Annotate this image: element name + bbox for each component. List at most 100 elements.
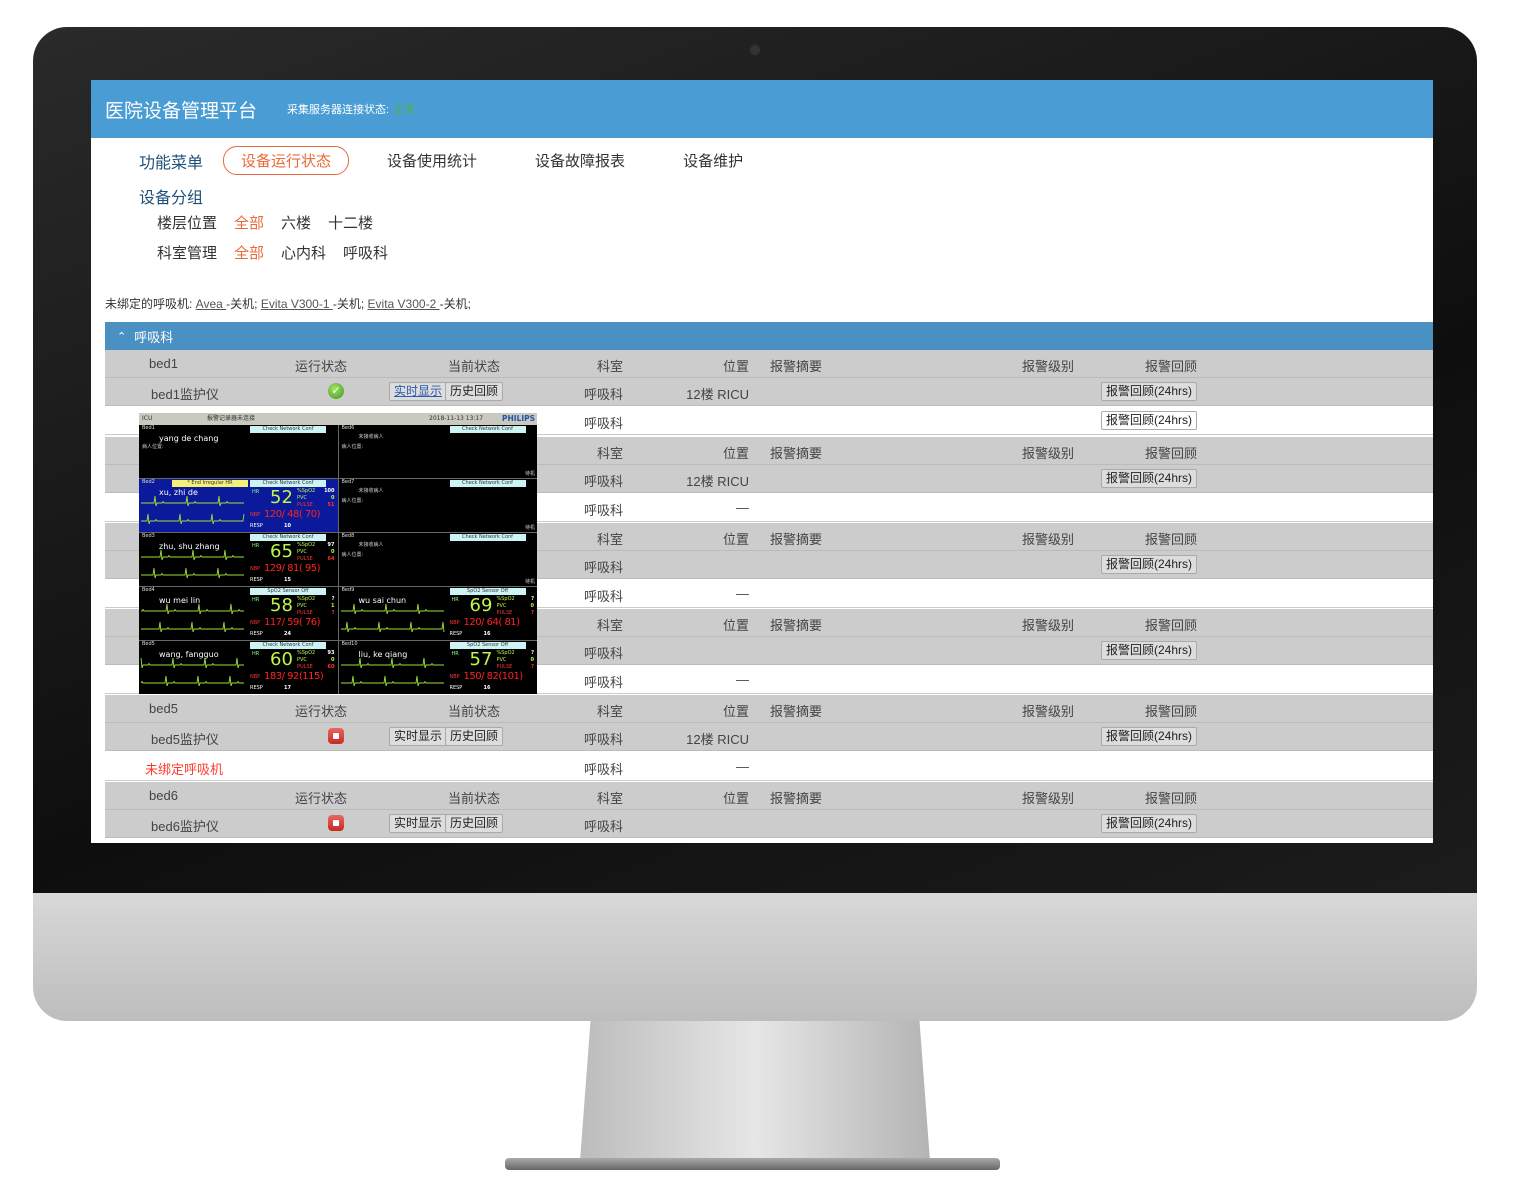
pvc-value: 0 — [331, 495, 335, 501]
position-value: — — [736, 759, 749, 774]
alarm-review-button[interactable]: 报警回顾(24hrs) — [1100, 641, 1197, 660]
function-menu: 功能菜单 设备运行状态 设备使用统计 设备故障报表 设备维护 — [139, 146, 801, 175]
dept-value: 呼吸科 — [583, 416, 623, 431]
col-position: 位置 — [722, 532, 749, 547]
hr-value: 60 — [270, 649, 293, 670]
patient-location: 病人位置: — [142, 444, 164, 450]
spo2-label: %SpO2 — [496, 596, 515, 602]
floor-12[interactable]: 十二楼 — [328, 215, 374, 232]
alarm-review-button[interactable]: 报警回顾(24hrs) — [1100, 469, 1197, 488]
col-dept: 科室 — [596, 704, 623, 719]
col-alarm-summary: 报警摘要 — [770, 532, 823, 547]
floor-6[interactable]: 六楼 — [281, 215, 312, 232]
spo2-value: 100 — [324, 488, 335, 494]
alarm-review-button[interactable]: 报警回顾(24hrs) — [1100, 411, 1197, 430]
spo2-value: ? — [531, 596, 534, 602]
monitor-status-bar: ICU 报警记录器未连接 2018-11-13 13:17 PHILIPS — [139, 413, 537, 425]
realtime-button[interactable]: 实时显示 — [389, 727, 448, 746]
ecg-waveform — [340, 603, 444, 615]
bed-cell[interactable]: Bed7 Check Network Conf 未接收病人 病人位置: 待机 — [338, 479, 537, 532]
vent-link[interactable]: Evita V300-1 — [260, 297, 333, 311]
vent-state: -关机; — [226, 297, 261, 311]
tab-maintenance[interactable]: 设备维护 — [683, 153, 744, 170]
patient-location: 病人位置: — [341, 444, 364, 450]
col-alarm-level: 报警级别 — [1022, 532, 1075, 547]
dept-value: 呼吸科 — [583, 819, 623, 834]
patient-name: wang, fangguo — [159, 650, 219, 659]
col-dept: 科室 — [596, 532, 623, 547]
patient-location: 病人位置: — [341, 552, 364, 558]
resp-label: RESP — [250, 631, 263, 637]
position-value: — — [736, 500, 749, 515]
table-row: bed6监护仪 实时显示 历史回顾 呼吸科 报警回顾(24hrs) — [105, 810, 1433, 838]
pvc-value: 1 — [331, 603, 335, 609]
col-current-status: 当前状态 — [448, 791, 501, 806]
ecg-waveform — [141, 495, 244, 507]
col-dept: 科室 — [596, 618, 623, 633]
table-row: bed1 运行状态 当前状态 科室 位置 报警摘要 报警级别 报警回顾 — [105, 350, 1433, 378]
menu-label: 功能菜单 — [139, 154, 204, 172]
dept-respiratory[interactable]: 呼吸科 — [343, 245, 389, 262]
hr-label: HR — [252, 597, 260, 603]
alarm-review-button[interactable]: 报警回顾(24hrs) — [1100, 814, 1197, 833]
section-header[interactable]: ⌃ 呼吸科 — [105, 322, 1433, 350]
app-title: 医院设备管理平台 — [105, 100, 258, 122]
realtime-button[interactable]: 实时显示 — [389, 382, 448, 401]
alarm-review-button[interactable]: 报警回顾(24hrs) — [1100, 555, 1197, 574]
bed-cell[interactable]: Bed9 SpO2 Sensor Off wu sai chun HR 69 %SpO2?… — [338, 587, 537, 640]
bed-label: Bed8 — [341, 533, 355, 539]
tab-device-status[interactable]: 设备运行状态 — [223, 146, 350, 175]
bed-cell[interactable]: Bed10 SpO2 Sensor Off liu, ke qiang HR 57 %Sp… — [338, 641, 537, 694]
chevron-up-icon[interactable]: ⌃ — [117, 330, 127, 343]
col-dept: 科室 — [596, 791, 623, 806]
monitor-chin — [33, 893, 1477, 1021]
resp-label: RESP — [250, 523, 263, 529]
bed-cell[interactable]: Bed1 Check Network Conf yang de chang 病人位置: — [139, 425, 338, 478]
camera — [748, 43, 762, 57]
section-title: 呼吸科 — [134, 329, 174, 345]
ecg-waveform — [141, 549, 244, 561]
col-alarm-review: 报警回顾 — [1144, 618, 1197, 633]
bed-cell[interactable]: Bed6 Check Network Conf 未接收病人 病人位置: 待机 — [338, 425, 537, 478]
history-button[interactable]: 历史回顾 — [445, 814, 504, 833]
standby-label: 待机 — [524, 525, 535, 531]
pulse-value: ? — [531, 610, 534, 616]
unbound-ventilators: 未绑定的呼吸机: Avea -关机; Evita V300-1 -关机; Evi… — [105, 295, 471, 312]
dept-all[interactable]: 全部 — [234, 245, 265, 262]
monitor-recorder: 报警记录器未连接 — [207, 415, 256, 422]
table-row: bed6 运行状态 当前状态 科室 位置 报警摘要 报警级别 报警回顾 — [105, 782, 1433, 810]
no-patient: 未接收病人 — [358, 542, 384, 548]
history-button[interactable]: 历史回顾 — [445, 727, 504, 746]
history-button[interactable]: 历史回顾 — [445, 382, 504, 401]
tab-fault-report[interactable]: 设备故障报表 — [535, 153, 626, 170]
top-bar: 医院设备管理平台 采集服务器连接状态: 正常 — [91, 80, 1433, 138]
bed-label: Bed4 — [142, 587, 155, 593]
vent-link[interactable]: Evita V300-2 — [367, 297, 440, 311]
bed-cell[interactable]: Bed4 SpO2 Sensor Off wu mei lin HR 58 %SpO2? P… — [139, 587, 338, 640]
bed-cell[interactable]: Bed5 Check Network Conf wang, fangguo HR 60%… — [139, 641, 338, 694]
waveform-area — [340, 657, 444, 687]
bed-status-box: SpO2 Sensor Off — [250, 588, 326, 595]
col-alarm-summary: 报警摘要 — [770, 618, 823, 633]
alarm-review-button[interactable]: 报警回顾(24hrs) — [1100, 727, 1197, 746]
philips-logo: PHILIPS — [502, 414, 536, 423]
tab-usage-stats[interactable]: 设备使用统计 — [387, 153, 478, 170]
dept-cardiology[interactable]: 心内科 — [281, 245, 327, 262]
pvc-label: PVC — [297, 495, 307, 501]
dept-value: 呼吸科 — [583, 762, 623, 777]
bed-cell[interactable]: Bed8 Check Network Conf 未接收病人 病人位置: 待机 — [338, 533, 537, 586]
app-screen: 医院设备管理平台 采集服务器连接状态: 正常 功能菜单 设备运行状态 设备使用统… — [91, 80, 1433, 843]
patient-name: liu, ke qiang — [358, 650, 408, 659]
bed-cell[interactable]: Bed2 Check Network Conf * End Irregular HR… — [139, 479, 338, 532]
spo2-value: 97 — [327, 542, 335, 548]
vent-link[interactable]: Avea — [195, 297, 227, 311]
col-dept: 科室 — [596, 446, 623, 461]
realtime-button[interactable]: 实时显示 — [389, 814, 448, 833]
monitor-unit: ICU — [142, 415, 153, 422]
floor-all[interactable]: 全部 — [234, 215, 265, 232]
col-alarm-summary: 报警摘要 — [770, 791, 823, 806]
spo2-label: %SpO2 — [297, 596, 316, 602]
alarm-review-button[interactable]: 报警回顾(24hrs) — [1100, 382, 1197, 401]
ecg-waveform — [340, 657, 444, 669]
bed-cell[interactable]: Bed3 Check Network Conf zhu, shu zhang HR 65… — [139, 533, 338, 586]
